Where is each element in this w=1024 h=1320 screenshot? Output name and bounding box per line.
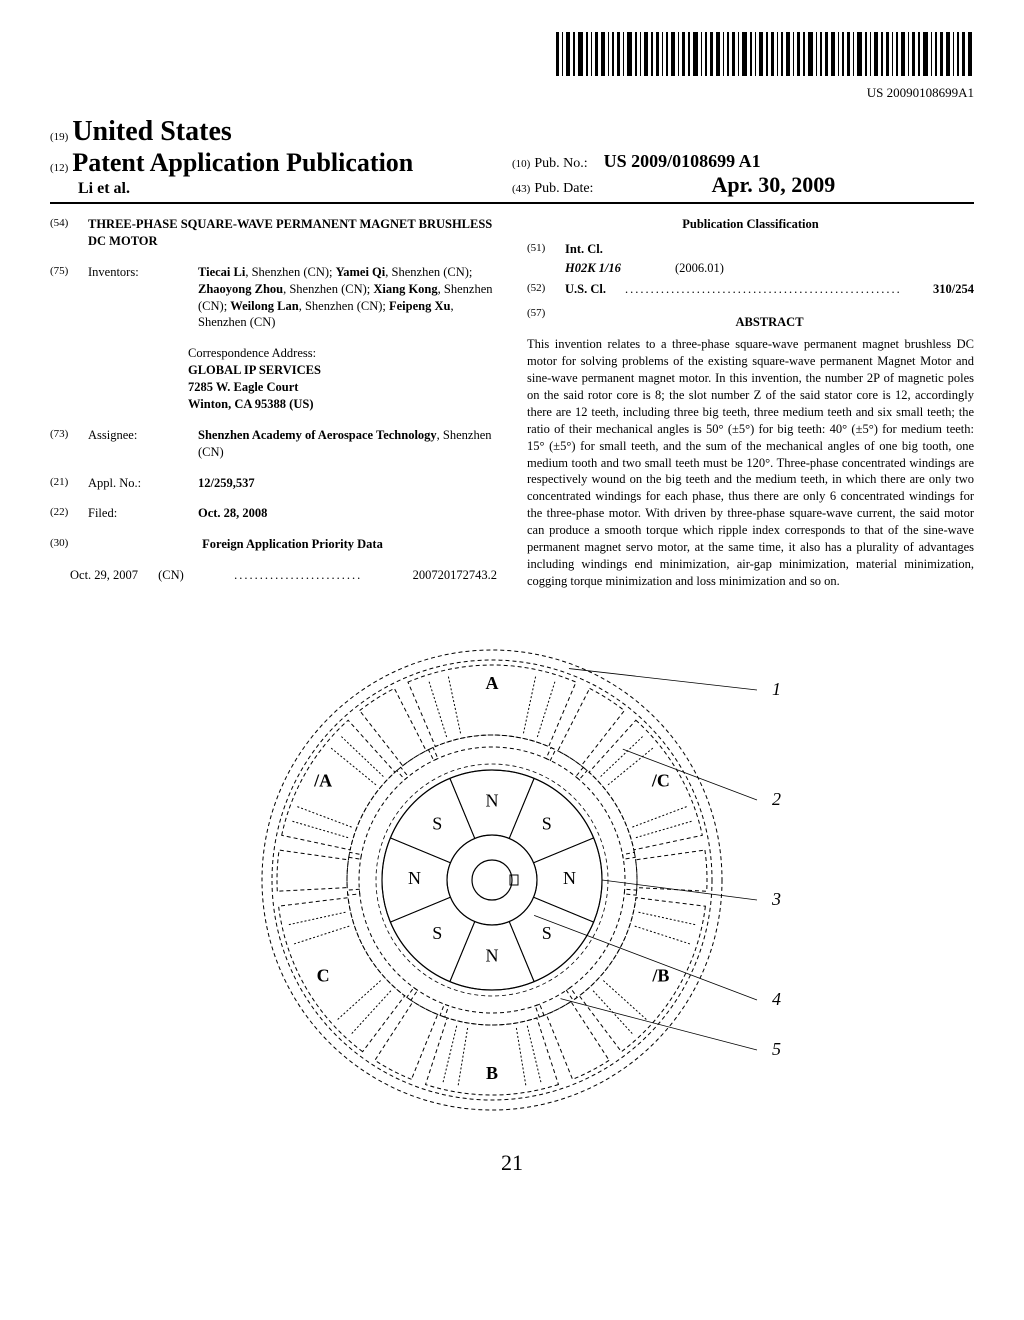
svg-text:S: S [542,922,552,942]
barcode-image [554,30,974,78]
code-52: (52) [527,281,565,298]
barcode-section: US 20090108699A1 [50,30,974,101]
svg-text:S: S [542,813,552,833]
svg-text:N: N [408,868,421,888]
uscl-label: U.S. Cl. [565,281,625,298]
publication-type: Patent Application Publication [72,148,413,177]
inventors-label: Inventors: [88,264,188,332]
svg-text:C: C [317,965,330,985]
code-19: (19) [50,131,68,143]
appl-no: 12/259,537 [188,475,497,492]
svg-text:/A: /A [313,770,332,790]
abstract-text: This invention relates to a three-phase … [527,336,974,589]
content-columns: (54) THREE-PHASE SQUARE-WAVE PERMANENT M… [50,216,974,590]
svg-text:N: N [563,868,576,888]
svg-text:S: S [432,813,442,833]
filed-label: Filed: [88,505,188,522]
inventors-list: Tiecai Li, Shenzhen (CN); Yamei Qi, Shen… [188,264,497,332]
svg-text:S: S [432,922,442,942]
header-row: (19) United States (12) Patent Applicati… [50,116,974,204]
code-51: (51) [527,241,565,258]
code-57: (57) [527,306,565,337]
classification-header: Publication Classification [527,216,974,233]
foreign-date: Oct. 29, 2007 [70,567,138,584]
pub-date-label: Pub. Date: [534,181,593,196]
code-21: (21) [50,475,88,492]
code-73: (73) [50,427,88,461]
svg-text:A: A [486,673,499,693]
corr-city: Winton, CA 95388 (US) [188,396,497,413]
code-43: (43) [512,183,530,195]
header-right: (10) Pub. No.: US 2009/0108699 A1 (43) P… [512,151,974,198]
corr-street: 7285 W. Eagle Court [188,379,497,396]
uscl-dots: ........................................… [625,281,933,298]
invention-title: THREE-PHASE SQUARE-WAVE PERMANENT MAGNET… [88,216,497,250]
left-column: (54) THREE-PHASE SQUARE-WAVE PERMANENT M… [50,216,497,590]
svg-text:4: 4 [772,989,781,1009]
svg-text:N: N [486,790,499,810]
code-54: (54) [50,216,88,250]
svg-text:5: 5 [772,1039,781,1059]
svg-text:/B: /B [651,965,669,985]
svg-text:B: B [486,1063,498,1083]
intcl-code: H02K 1/16 [565,260,675,277]
code-22: (22) [50,505,88,522]
foreign-num: 200720172743.2 [413,567,497,584]
code-12: (12) [50,162,68,174]
diagram-section: A/C/B B C/A N S N S N S N S 1 2 3 4 5 21 [50,620,974,1176]
pub-no-label: Pub. No.: [534,156,587,171]
intcl-label: Int. Cl. [565,241,603,258]
corr-name: GLOBAL IP SERVICES [188,362,497,379]
svg-text:2: 2 [772,789,781,809]
code-75: (75) [50,264,88,332]
assignee-label: Assignee: [88,427,188,461]
correspondence-block: Correspondence Address: GLOBAL IP SERVIC… [188,345,497,413]
filed-date: Oct. 28, 2008 [188,505,497,522]
code-30: (30) [50,536,88,553]
intcl-year: (2006.01) [675,260,724,277]
right-column: Publication Classification (51) Int. Cl.… [527,216,974,590]
pub-date: Apr. 30, 2009 [711,172,835,197]
code-10: (10) [512,158,530,170]
assignee-value: Shenzhen Academy of Aerospace Technology… [188,427,497,461]
appl-label: Appl. No.: [88,475,188,492]
foreign-dots: ......................... [184,567,413,584]
uscl-val: 310/254 [933,281,974,298]
country-title: United States [72,116,231,147]
abstract-header: ABSTRACT [565,314,974,331]
figure-number: 21 [50,1150,974,1176]
header-left: (19) United States (12) Patent Applicati… [50,116,494,198]
svg-text:/C: /C [651,770,670,790]
pub-no: US 2009/0108699 A1 [604,151,761,171]
svg-text:1: 1 [772,679,781,699]
svg-text:3: 3 [771,889,781,909]
motor-diagram: A/C/B B C/A N S N S N S N S 1 2 3 4 5 [232,620,792,1140]
svg-text:N: N [486,945,499,965]
foreign-header: Foreign Application Priority Data [88,536,497,553]
corr-label: Correspondence Address: [188,345,497,362]
barcode-number: US 20090108699A1 [50,85,974,101]
authors: Li et al. [50,180,494,198]
foreign-country: (CN) [138,567,184,584]
